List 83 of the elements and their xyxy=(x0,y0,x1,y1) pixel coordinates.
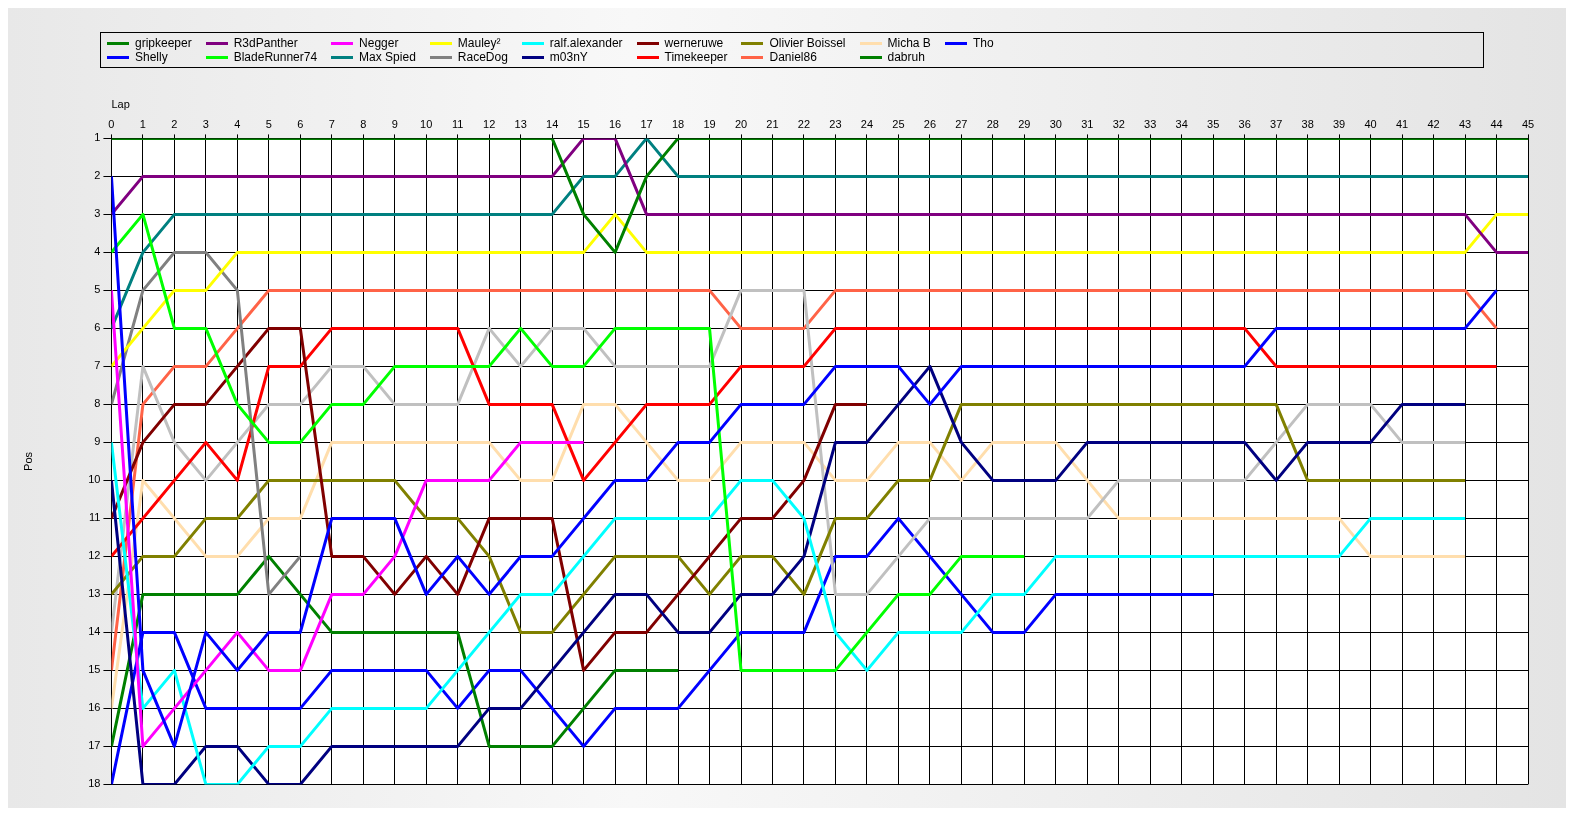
y-tick-label: 11 xyxy=(89,511,101,524)
y-tick-label: 17 xyxy=(88,739,101,752)
x-axis-title: Lap xyxy=(111,97,130,110)
x-tick-label: 15 xyxy=(577,117,590,130)
x-tick-label: 44 xyxy=(1490,117,1503,130)
y-tick-label: 16 xyxy=(88,701,101,714)
y-tick-label: 8 xyxy=(94,397,101,410)
x-tick-label: 27 xyxy=(955,117,968,130)
x-tick-label: 9 xyxy=(391,117,398,130)
y-tick-label: 14 xyxy=(88,625,101,638)
y-tick-label: 4 xyxy=(94,245,101,258)
y-tick-label: 2 xyxy=(94,169,101,182)
legend-label: Olivier Boissel xyxy=(769,36,846,50)
x-tick-label: 17 xyxy=(640,117,653,130)
legend-label: dabruh xyxy=(887,50,925,64)
y-tick-label: 5 xyxy=(94,283,101,296)
x-tick-label: 34 xyxy=(1175,117,1188,130)
legend-label: werneruwe xyxy=(664,36,724,50)
y-tick-label: 10 xyxy=(88,473,101,486)
y-tick-label: 18 xyxy=(88,777,101,790)
x-tick-label: 43 xyxy=(1458,117,1472,130)
x-tick-label: 5 xyxy=(265,117,272,130)
x-tick-label: 13 xyxy=(514,117,527,130)
x-tick-label: 21 xyxy=(766,117,779,130)
y-tick-label: 6 xyxy=(94,321,101,334)
x-tick-label: 45 xyxy=(1521,117,1535,130)
x-tick-label: 16 xyxy=(608,117,622,130)
x-tick-label: 22 xyxy=(797,117,811,130)
x-tick-label: 7 xyxy=(328,117,335,130)
legend-label: Tho xyxy=(972,36,994,50)
x-tick-label: 28 xyxy=(986,117,999,130)
x-tick-label: 33 xyxy=(1144,117,1157,130)
legend-label: gripkeeper xyxy=(135,36,192,50)
x-tick-label: 20 xyxy=(734,117,748,130)
legend-label: Negger xyxy=(359,36,399,50)
legend-label: Micha B xyxy=(887,36,931,50)
x-tick-label: 18 xyxy=(671,117,685,130)
x-tick-label: 14 xyxy=(546,117,559,130)
legend-label: R3dPanther xyxy=(233,36,298,50)
x-tick-label: 32 xyxy=(1112,117,1125,130)
y-tick-label: 1 xyxy=(94,131,101,144)
legend-label: Max Spied xyxy=(359,50,416,64)
legend-label: Daniel86 xyxy=(769,50,817,64)
legend-label: ralf.alexander xyxy=(549,36,623,50)
y-tick-label: 13 xyxy=(88,587,101,600)
y-tick-label: 3 xyxy=(94,207,101,220)
legend-label: Shelly xyxy=(135,50,168,64)
x-tick-label: 25 xyxy=(892,117,905,130)
x-tick-label: 42 xyxy=(1427,117,1440,130)
x-tick-label: 36 xyxy=(1238,117,1251,130)
x-tick-label: 12 xyxy=(483,117,496,130)
y-axis-title: Pos xyxy=(21,451,34,471)
x-tick-label: 6 xyxy=(297,117,304,130)
legend-label: Mauley² xyxy=(457,36,501,50)
x-tick-label: 11 xyxy=(452,117,464,130)
x-tick-label: 2 xyxy=(171,117,178,130)
legend-label: RaceDog xyxy=(457,50,508,64)
legend-label: BladeRunner74 xyxy=(233,50,318,64)
x-tick-label: 30 xyxy=(1049,117,1062,130)
x-tick-label: 31 xyxy=(1081,117,1094,130)
y-tick-label: 15 xyxy=(88,663,101,676)
x-tick-label: 4 xyxy=(234,117,241,130)
y-tick-label: 12 xyxy=(88,549,101,562)
legend-label: Timekeeper xyxy=(664,50,728,64)
x-tick-label: 39 xyxy=(1333,117,1346,130)
legend-label: m03nY xyxy=(549,50,588,64)
x-tick-label: 37 xyxy=(1270,117,1283,130)
y-tick-label: 7 xyxy=(94,359,101,372)
x-tick-label: 10 xyxy=(420,117,433,130)
x-tick-label: 19 xyxy=(703,117,716,130)
x-tick-label: 23 xyxy=(829,117,842,130)
x-tick-label: 1 xyxy=(139,117,146,130)
x-tick-label: 38 xyxy=(1301,117,1314,130)
x-tick-label: 35 xyxy=(1207,117,1220,130)
x-tick-label: 0 xyxy=(108,117,115,130)
x-tick-label: 40 xyxy=(1364,117,1377,130)
x-tick-label: 41 xyxy=(1395,117,1409,130)
x-tick-label: 26 xyxy=(923,117,937,130)
x-tick-label: 24 xyxy=(860,117,874,130)
x-tick-label: 3 xyxy=(202,117,209,130)
y-tick-label: 9 xyxy=(94,435,101,448)
x-tick-label: 29 xyxy=(1018,117,1031,130)
x-tick-label: 8 xyxy=(360,117,367,130)
